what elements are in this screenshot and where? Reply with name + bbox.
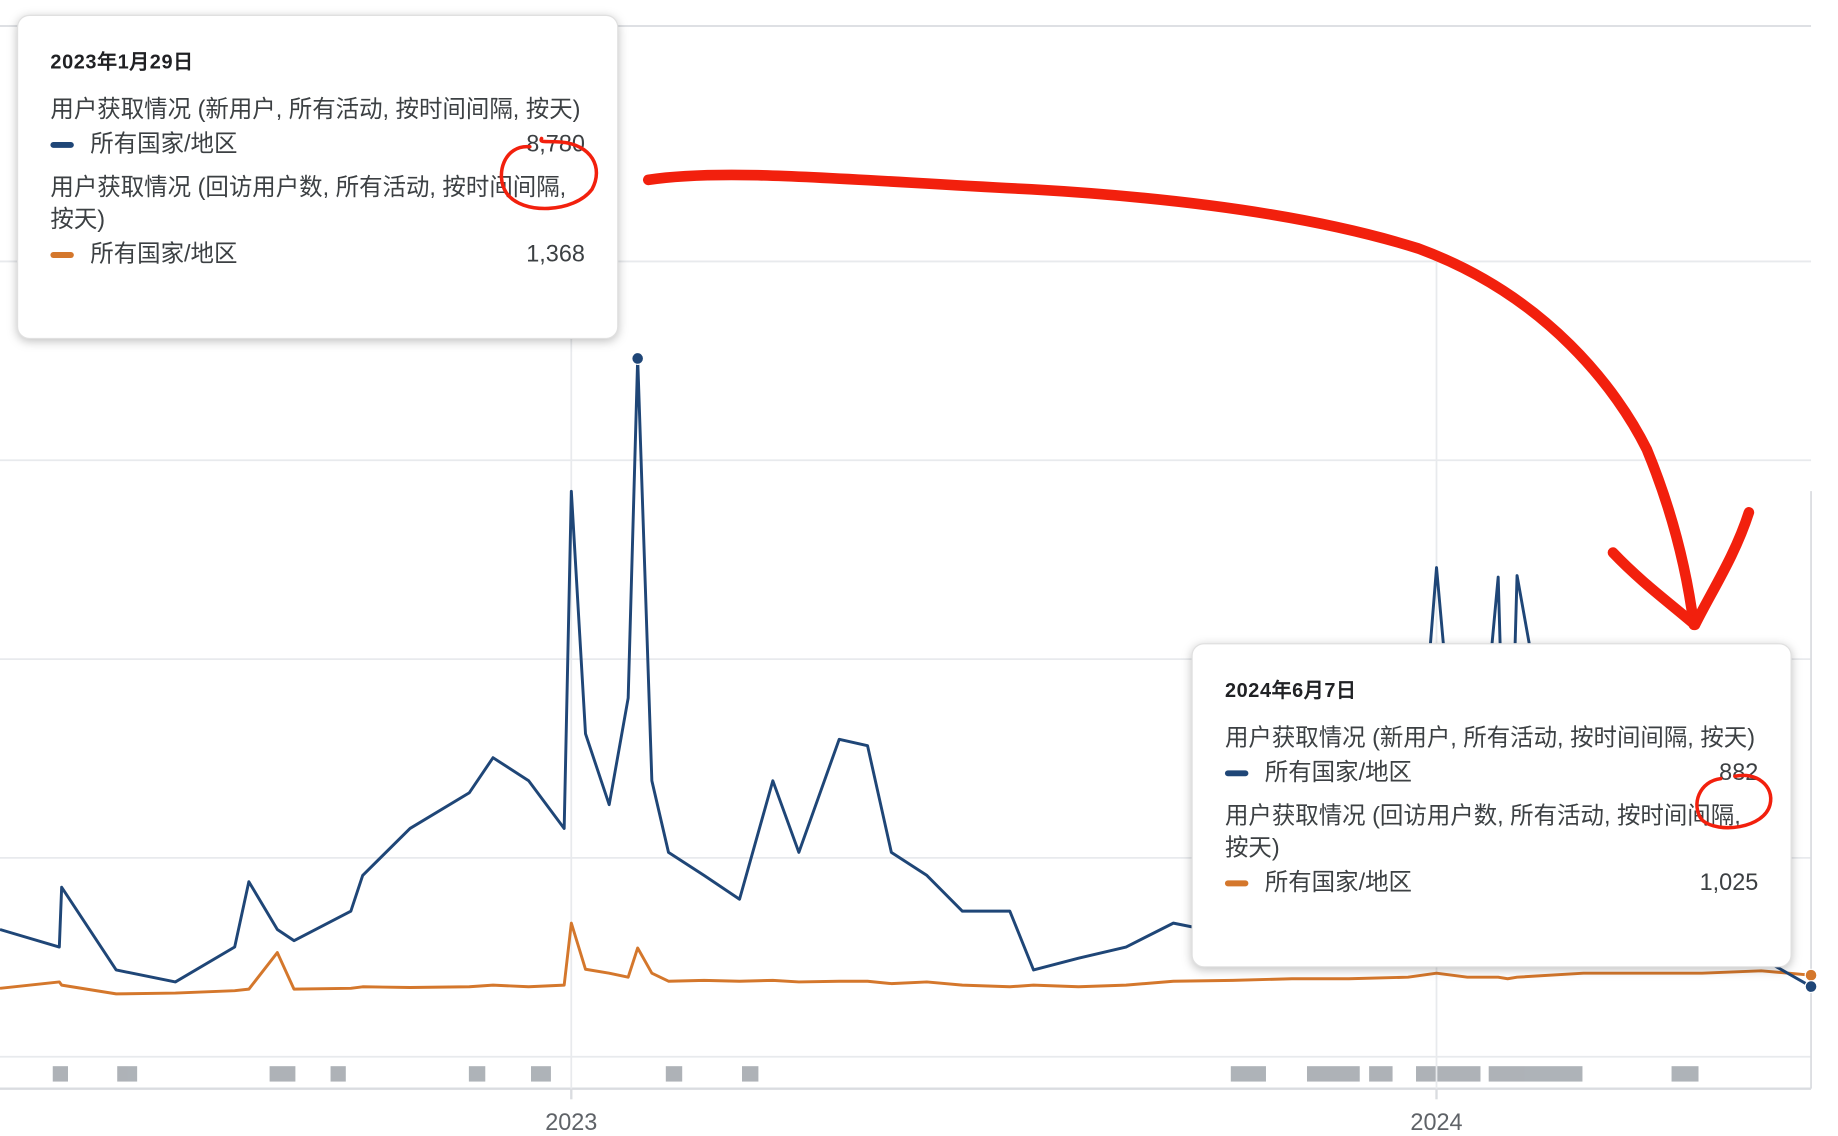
hover-dots [631, 351, 1818, 994]
tooltip-metric: 用户获取情况 (新用户, 所有活动, 按时间间隔, 按天) [50, 97, 581, 124]
hover-dot [1804, 968, 1818, 982]
hover-dot [1804, 980, 1818, 994]
tooltip-value: 882 [1719, 759, 1759, 786]
tooltip-value: 1,025 [1699, 869, 1759, 896]
tooltip-date: 2023年1月29日 [50, 50, 194, 74]
hover-dot [631, 351, 645, 365]
legend-swatch [1224, 770, 1249, 777]
legend-swatch [50, 142, 74, 148]
tooltip-value: 1,368 [526, 241, 585, 268]
hand-drawn-annotation [499, 136, 1773, 830]
legend-swatch [1224, 880, 1249, 887]
tooltip: 2024年6月7日 用户获取情况 (新用户, 所有活动, 按时间间隔, 按天) … [1191, 643, 1792, 968]
annotation-markers [52, 1066, 1699, 1082]
tooltip-metric: 用户获取情况 (回访用户数, 所有活动, 按时间间隔, 按天) [50, 175, 567, 234]
tooltip-series: 所有国家/地区 [90, 131, 238, 158]
tooltip-metric: 用户获取情况 (回访用户数, 所有活动, 按时间间隔, 按天) [1224, 803, 1741, 862]
legend-swatch [50, 252, 74, 258]
tooltip-metric: 用户获取情况 (新用户, 所有活动, 按时间间隔, 按天) [1224, 725, 1756, 752]
tooltip: 2023年1月29日 用户获取情况 (新用户, 所有活动, 按时间间隔, 按天)… [16, 14, 619, 340]
tooltip-series: 所有国家/地区 [90, 241, 238, 268]
tooltip-date: 2024年6月7日 [1224, 679, 1357, 702]
tooltip-series: 所有国家/地区 [1264, 869, 1412, 896]
x-tick-label: 2023 [545, 1109, 597, 1135]
series-line [0, 921, 1812, 996]
x-tick-label: 2024 [1410, 1109, 1462, 1135]
tooltip-series: 所有国家/地区 [1264, 759, 1412, 786]
